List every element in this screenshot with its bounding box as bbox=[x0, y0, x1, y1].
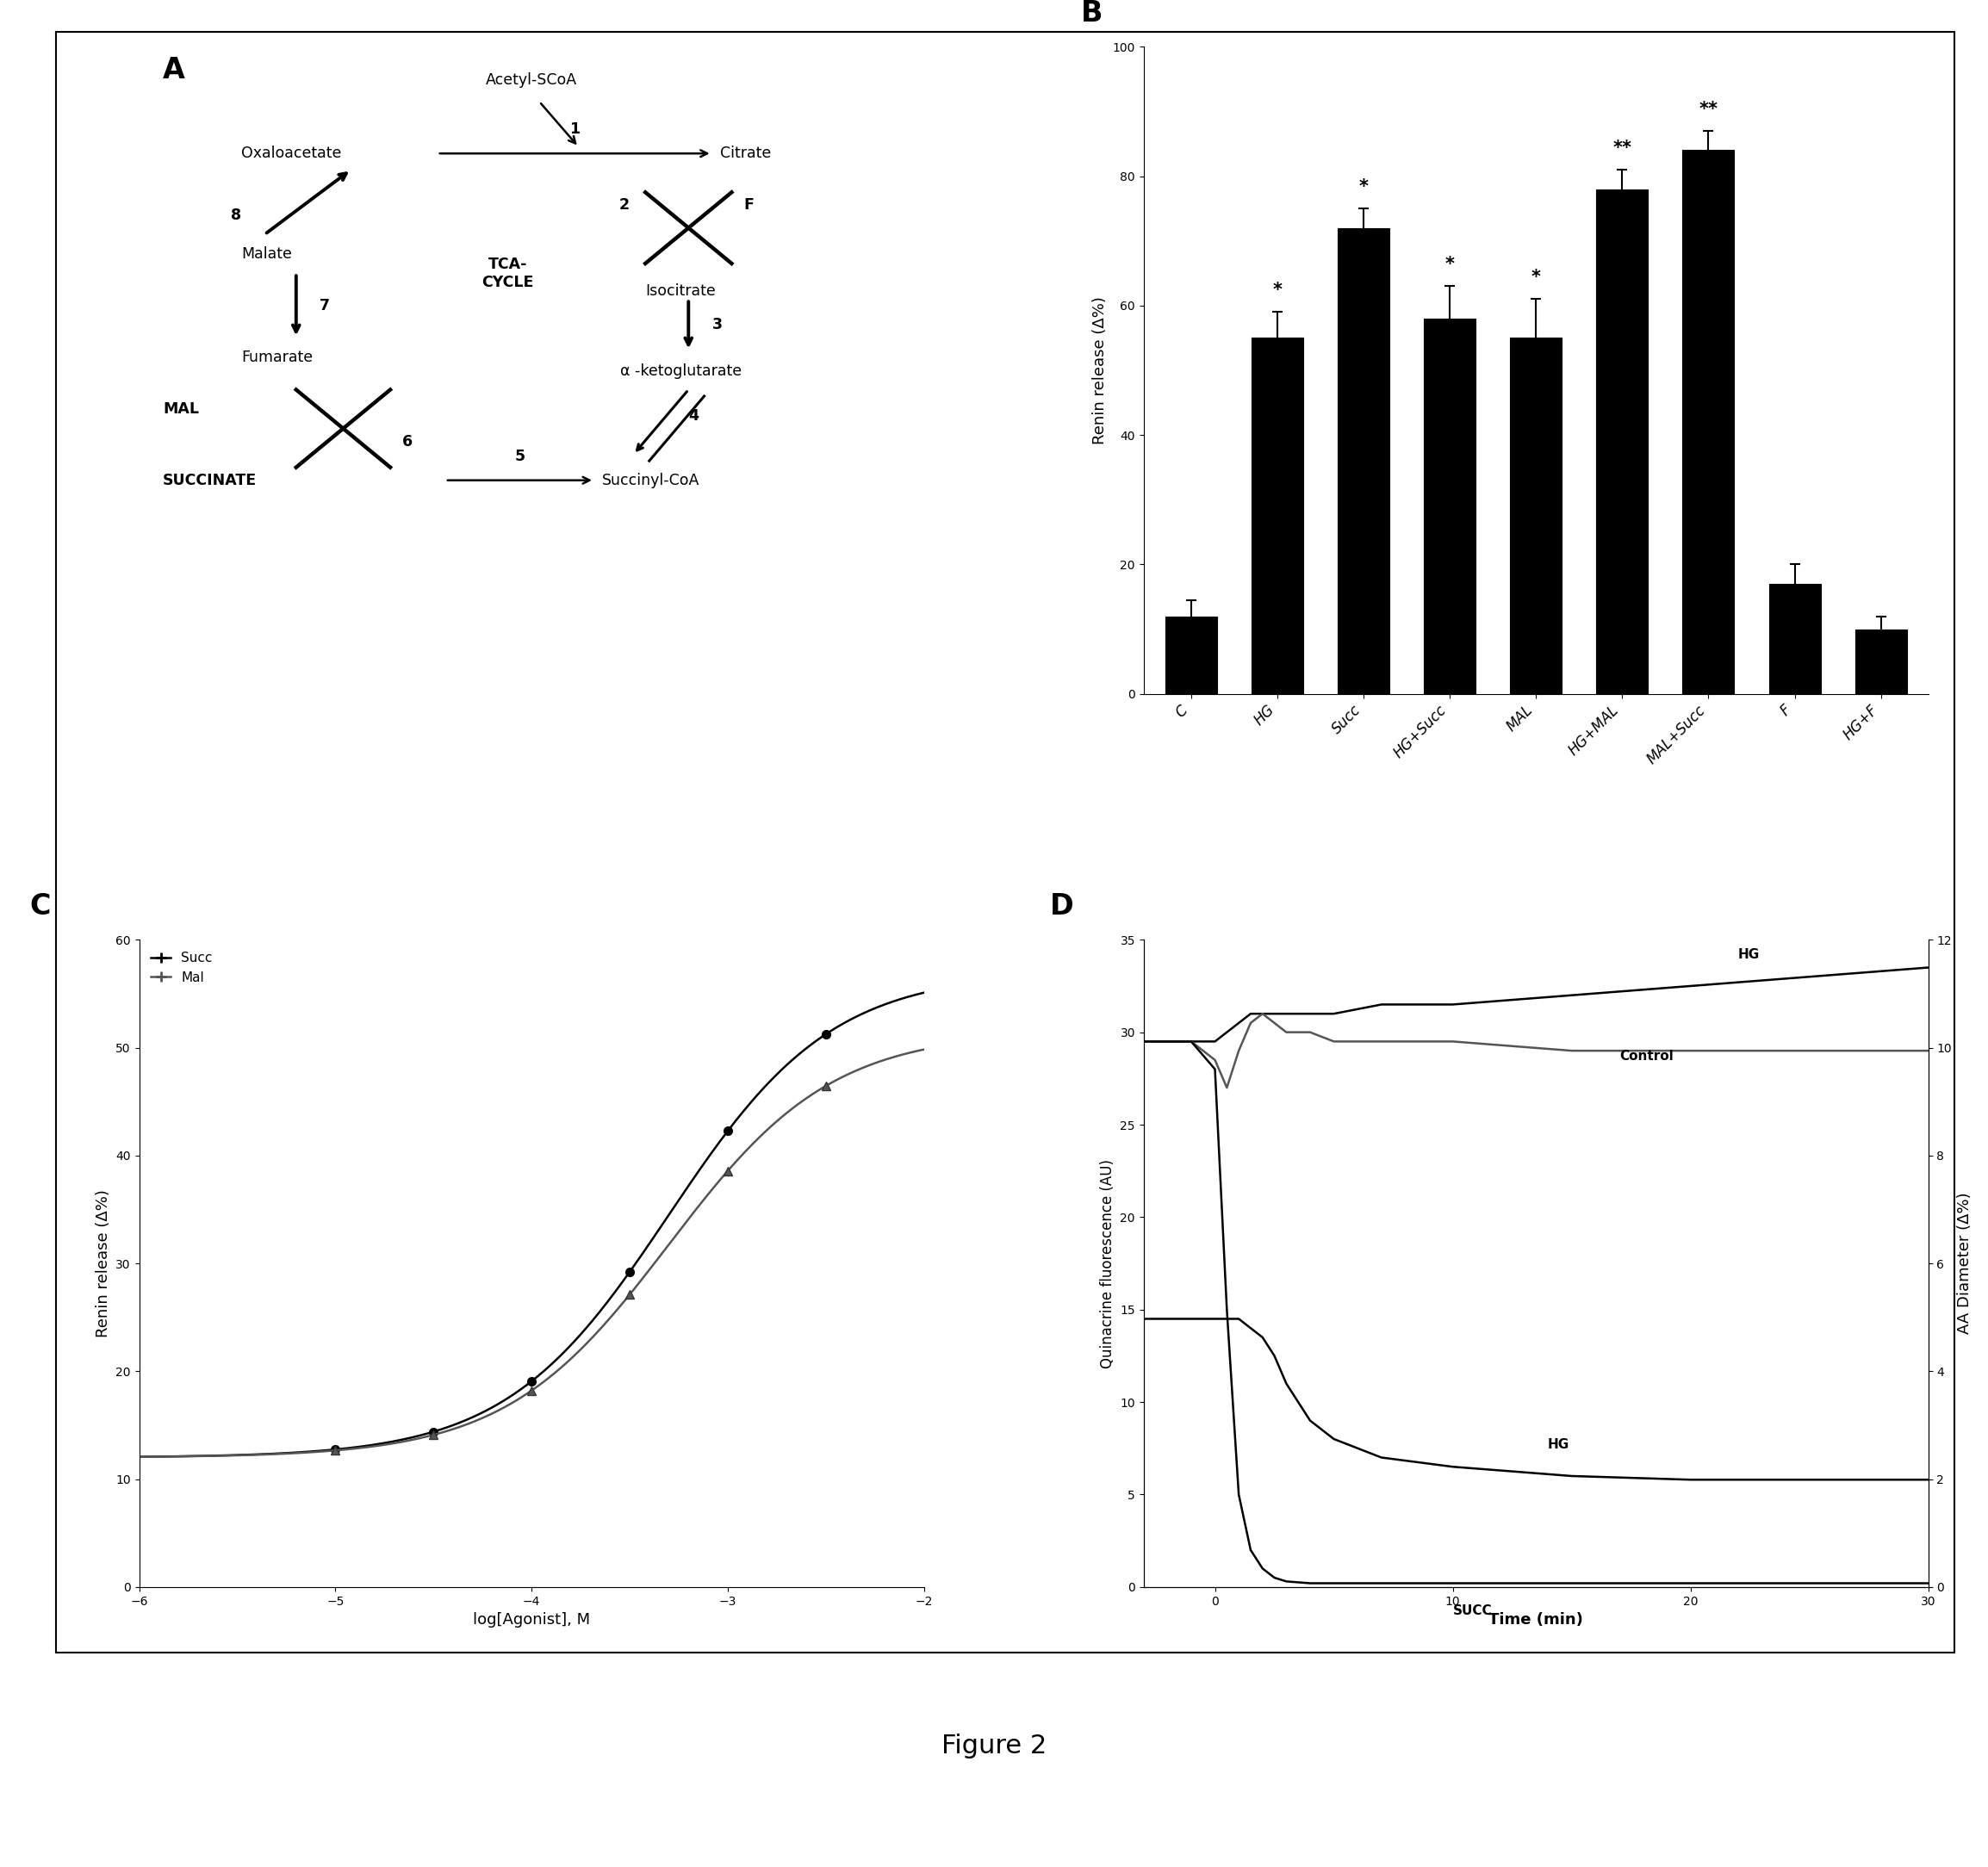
Text: Succinyl-CoA: Succinyl-CoA bbox=[602, 472, 700, 487]
Text: MAL: MAL bbox=[163, 401, 199, 416]
Text: 5: 5 bbox=[515, 448, 525, 465]
Bar bbox=[1596, 189, 1648, 695]
Y-axis label: Renin release (Δ%): Renin release (Δ%) bbox=[1091, 297, 1107, 444]
Y-axis label: Renin release (Δ%): Renin release (Δ%) bbox=[95, 1189, 111, 1337]
Text: Oxaloacetate: Oxaloacetate bbox=[241, 146, 342, 161]
Text: 8: 8 bbox=[231, 207, 241, 222]
Bar bbox=[1165, 616, 1217, 695]
Bar bbox=[1682, 149, 1734, 695]
Y-axis label: Quinacrine fluorescence (AU): Quinacrine fluorescence (AU) bbox=[1099, 1159, 1115, 1369]
Text: 2: 2 bbox=[618, 198, 630, 213]
Bar bbox=[1769, 584, 1821, 695]
Bar bbox=[1423, 319, 1475, 695]
Bar bbox=[1250, 338, 1304, 695]
Text: F: F bbox=[744, 198, 753, 213]
Text: Fumarate: Fumarate bbox=[241, 349, 312, 366]
Text: Acetyl-SCoA: Acetyl-SCoA bbox=[485, 73, 577, 88]
Text: *: * bbox=[1358, 179, 1368, 196]
Text: *: * bbox=[1272, 282, 1282, 299]
Text: Isocitrate: Isocitrate bbox=[646, 284, 716, 299]
Text: A: A bbox=[163, 56, 185, 84]
Text: HG: HG bbox=[1549, 1438, 1571, 1451]
Text: Malate: Malate bbox=[241, 246, 292, 261]
Text: 1: 1 bbox=[569, 121, 580, 138]
Text: Figure 2: Figure 2 bbox=[942, 1733, 1046, 1759]
Text: 4: 4 bbox=[688, 407, 700, 424]
Text: *: * bbox=[1531, 269, 1541, 286]
Text: HG: HG bbox=[1738, 948, 1759, 962]
Text: SUCC: SUCC bbox=[1453, 1604, 1493, 1617]
Bar bbox=[1338, 228, 1390, 695]
X-axis label: log[Agonist], M: log[Agonist], M bbox=[473, 1613, 590, 1628]
Text: Citrate: Citrate bbox=[720, 146, 771, 161]
Text: Control: Control bbox=[1618, 1049, 1674, 1062]
Text: TCA-
CYCLE: TCA- CYCLE bbox=[481, 256, 535, 289]
Bar bbox=[1855, 629, 1906, 695]
Text: α -ketoglutarate: α -ketoglutarate bbox=[620, 364, 742, 379]
Text: 7: 7 bbox=[320, 299, 330, 314]
Text: D: D bbox=[1050, 892, 1074, 920]
Text: SUCCINATE: SUCCINATE bbox=[163, 472, 256, 487]
Y-axis label: AA Diameter (Δ%): AA Diameter (Δ%) bbox=[1956, 1193, 1972, 1335]
Text: C: C bbox=[30, 892, 50, 920]
Text: B: B bbox=[1081, 0, 1103, 28]
Text: **: ** bbox=[1700, 101, 1718, 118]
Text: **: ** bbox=[1612, 140, 1632, 157]
Bar bbox=[1511, 338, 1563, 695]
Text: *: * bbox=[1445, 256, 1455, 273]
Text: 3: 3 bbox=[712, 317, 722, 332]
Legend: Succ, Mal: Succ, Mal bbox=[145, 947, 219, 990]
X-axis label: Time (min): Time (min) bbox=[1489, 1613, 1582, 1628]
Text: 6: 6 bbox=[402, 433, 412, 450]
